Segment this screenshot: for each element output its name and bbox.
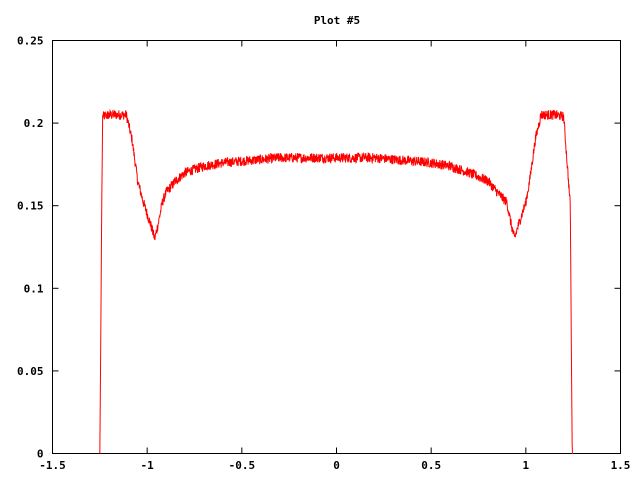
axis-tick-labels: -1.5 -1 -0.5 0 0.5 1 1.5 0 0.05 0.1 0.15 0.2 0.25 <box>17 35 630 473</box>
plot-frame <box>52 40 621 454</box>
axis-ticks <box>52 40 621 454</box>
chart-title: Plot #5 <box>314 14 360 27</box>
x-tick-label: 1.5 <box>611 459 631 472</box>
series-line <box>99 109 573 454</box>
y-tick-label: 0 <box>37 448 44 461</box>
y-tick-label: 0.05 <box>17 365 44 378</box>
y-tick-label: 0.2 <box>24 117 44 130</box>
x-tick-label: -1 <box>141 459 155 472</box>
x-tick-label: 0 <box>333 459 340 472</box>
x-tick-label: -1.5 <box>39 459 66 472</box>
x-tick-label: 1 <box>523 459 530 472</box>
x-tick-label: -0.5 <box>229 459 256 472</box>
y-tick-label: 0.25 <box>17 35 44 48</box>
series-group <box>99 109 573 454</box>
y-tick-label: 0.15 <box>17 200 44 213</box>
y-tick-label: 0.1 <box>24 282 44 295</box>
x-tick-label: 0.5 <box>421 459 441 472</box>
